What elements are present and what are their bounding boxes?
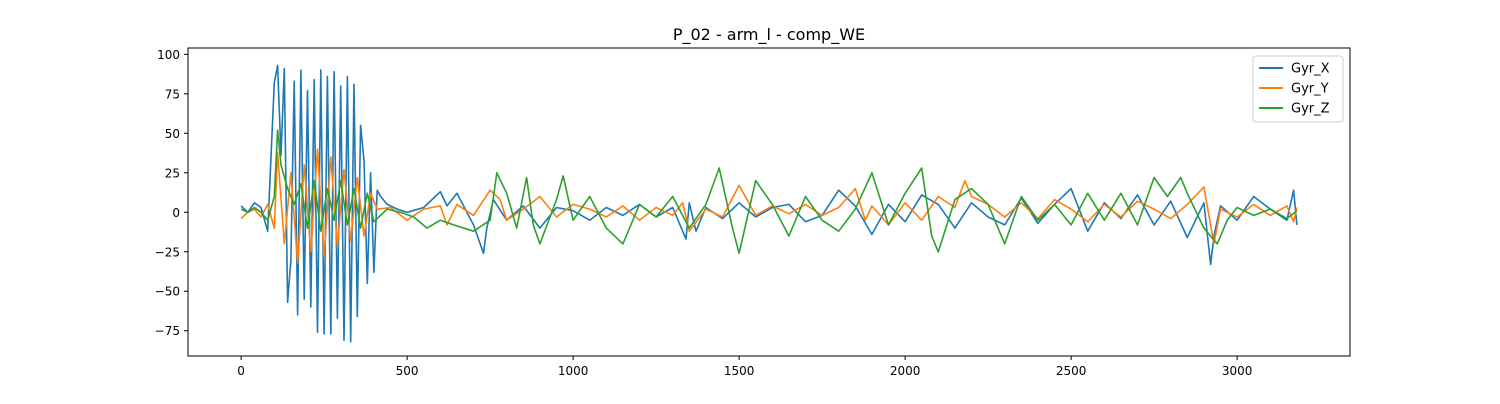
x-tick-label: 1500 bbox=[724, 364, 755, 378]
y-tick-label: −25 bbox=[155, 245, 180, 259]
y-tick-label: −50 bbox=[155, 285, 180, 299]
x-tick-label: 0 bbox=[237, 364, 245, 378]
y-tick-label: 25 bbox=[165, 166, 180, 180]
y-tick-label: 100 bbox=[157, 48, 180, 62]
x-tick-label: 2500 bbox=[1056, 364, 1087, 378]
series-layer bbox=[240, 64, 1298, 343]
y-axis: −75 −50 −25 0 25 50 75 100 bbox=[155, 48, 188, 338]
y-tick-label: 75 bbox=[165, 87, 180, 101]
legend-label: Gyr_Z bbox=[1291, 102, 1330, 117]
legend: Gyr_X Gyr_Y Gyr_Z bbox=[1252, 55, 1344, 123]
legend-label: Gyr_Y bbox=[1291, 82, 1329, 97]
legend-box bbox=[1252, 55, 1344, 123]
series-line-gyr-z bbox=[240, 129, 1298, 255]
y-tick-label: 0 bbox=[172, 206, 180, 220]
y-tick-label: 50 bbox=[165, 127, 180, 141]
legend-label: Gyr_X bbox=[1291, 62, 1330, 77]
axes-frame bbox=[187, 47, 1351, 357]
series-line-gyr-x bbox=[240, 64, 1298, 343]
x-tick-label: 500 bbox=[396, 364, 419, 378]
series-line-gyr-y bbox=[240, 148, 1298, 264]
y-tick-label: −75 bbox=[155, 324, 180, 338]
x-axis: 0 500 1000 1500 2000 2500 3000 bbox=[237, 356, 1252, 378]
x-tick-label: 3000 bbox=[1222, 364, 1253, 378]
chart-title: P_02 - arm_l - comp_WE bbox=[673, 25, 865, 45]
x-tick-label: 1000 bbox=[558, 364, 589, 378]
x-tick-label: 2000 bbox=[890, 364, 921, 378]
